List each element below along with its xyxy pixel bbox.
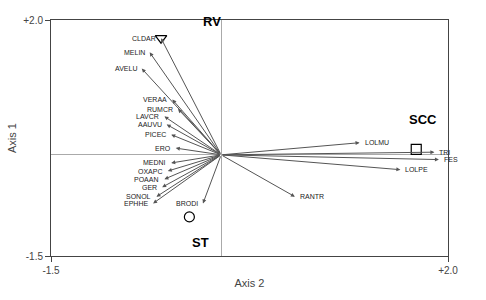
svg-text:+2.0: +2.0	[438, 265, 458, 276]
svg-text:GER: GER	[142, 184, 157, 191]
svg-text:EPHHE: EPHHE	[124, 200, 148, 207]
svg-text:RUMCR: RUMCR	[147, 106, 173, 113]
svg-text:MELIN: MELIN	[124, 49, 145, 56]
svg-text:ERO: ERO	[155, 145, 171, 152]
svg-text:LOLMU: LOLMU	[365, 139, 389, 146]
svg-text:PICEC: PICEC	[145, 131, 166, 138]
svg-text:-1.5: -1.5	[26, 251, 44, 262]
svg-text:+2.0: +2.0	[23, 15, 43, 26]
svg-text:BRODI: BRODI	[176, 200, 198, 207]
svg-text:RV: RV	[203, 14, 221, 29]
svg-text:-1.5: -1.5	[42, 265, 60, 276]
svg-text:Axis 2: Axis 2	[235, 277, 265, 289]
svg-text:AAUVU: AAUVU	[138, 121, 162, 128]
svg-text:TRI: TRI	[439, 149, 450, 156]
svg-text:OXAPC: OXAPC	[138, 168, 163, 175]
svg-text:SONOL: SONOL	[126, 193, 151, 200]
svg-text:LOLPE: LOLPE	[405, 166, 428, 173]
svg-text:LAVCR: LAVCR	[136, 113, 159, 120]
svg-text:VERAA: VERAA	[143, 96, 167, 103]
svg-text:AVELU: AVELU	[115, 65, 137, 72]
svg-text:MEDNI: MEDNI	[143, 159, 166, 166]
svg-text:FES: FES	[444, 156, 458, 163]
svg-text:RANTR: RANTR	[300, 193, 324, 200]
svg-text:ST: ST	[192, 235, 209, 250]
svg-text:POAAN: POAAN	[134, 176, 159, 183]
svg-text:Axis 1: Axis 1	[6, 123, 18, 153]
svg-text:CLDAR: CLDAR	[132, 35, 156, 42]
svg-text:SCC: SCC	[409, 112, 437, 127]
